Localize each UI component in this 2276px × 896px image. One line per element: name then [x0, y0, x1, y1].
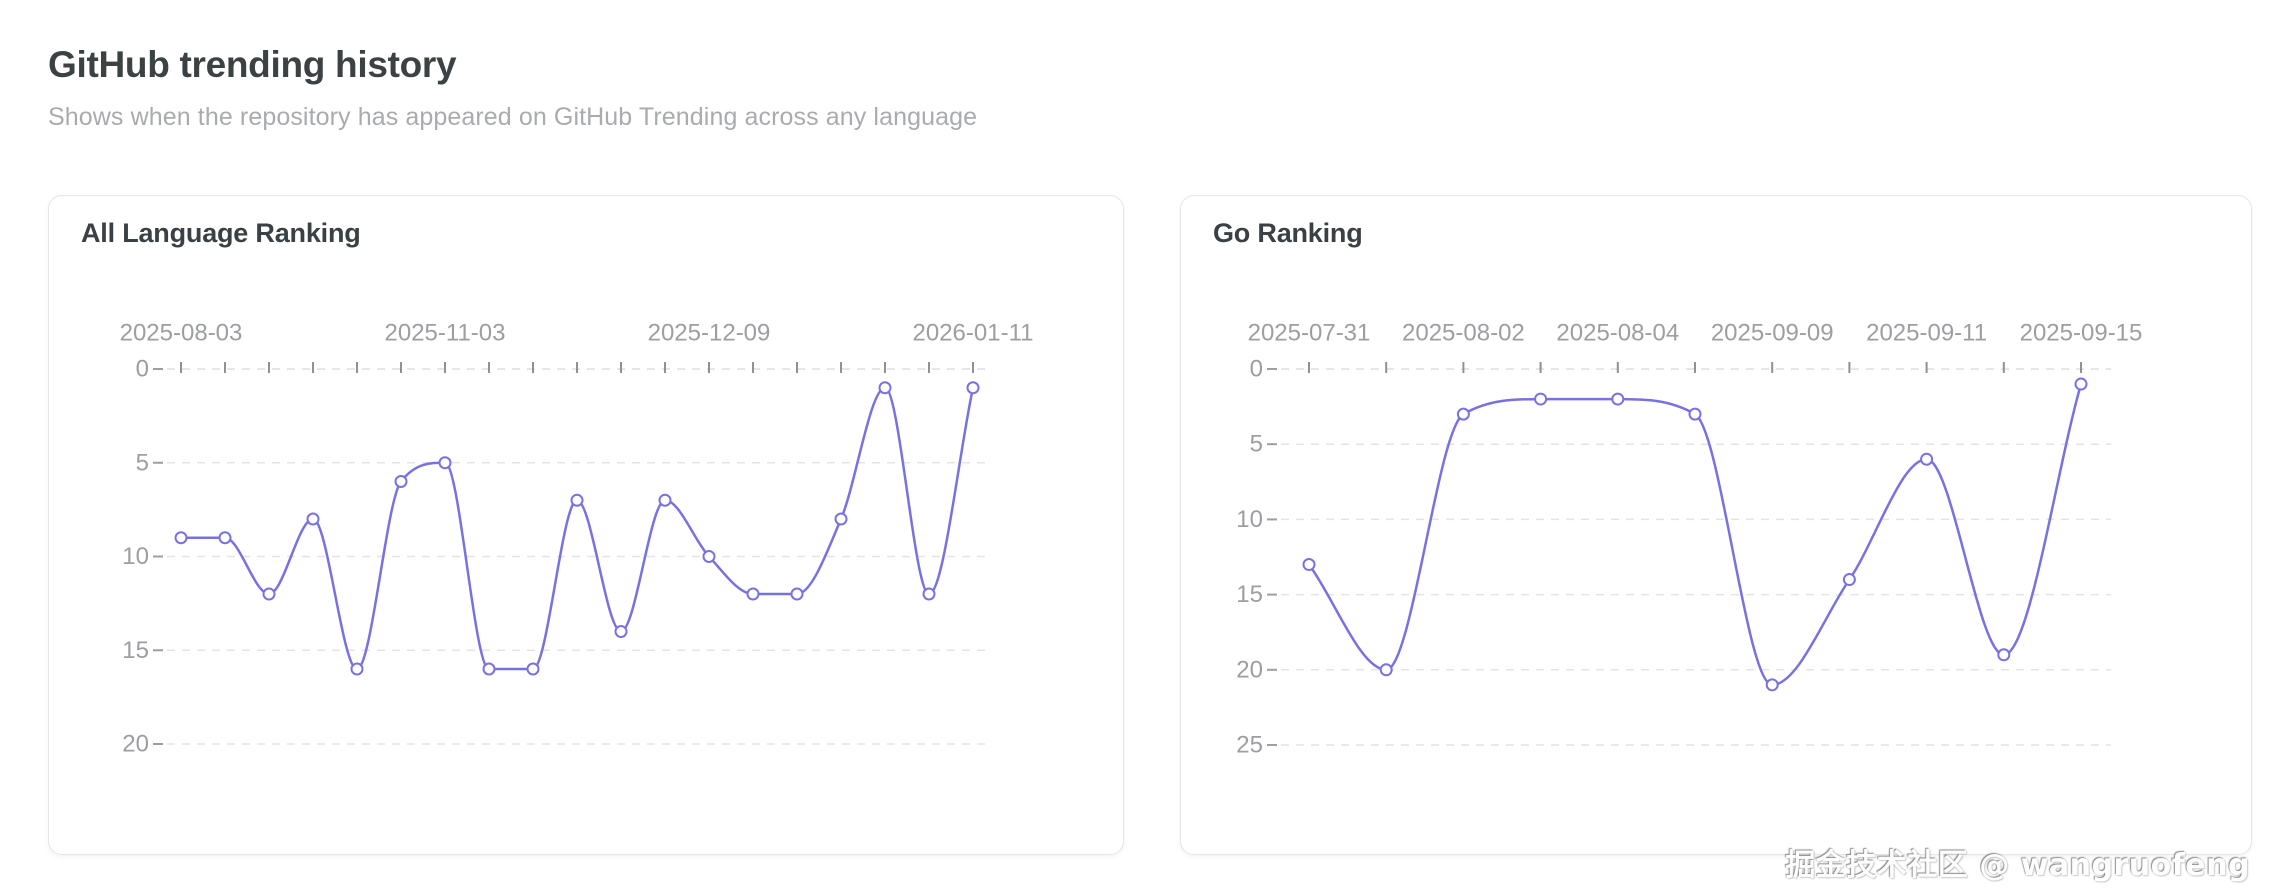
- data-point-marker[interactable]: [482, 662, 496, 676]
- data-point-marker[interactable]: [966, 381, 980, 395]
- chart-card-all-language: All Language Ranking 0 5 10 15 20 2025-08-03 2…: [48, 195, 1124, 855]
- data-point-marker[interactable]: [614, 625, 628, 638]
- x-axis-label: 2026-01-11: [913, 320, 1034, 347]
- series-line: [1307, 382, 2083, 687]
- data-point-marker[interactable]: [1842, 573, 1856, 587]
- x-axis-label: 2025-09-15: [2020, 320, 2143, 347]
- y-axis-label: 5: [136, 449, 149, 476]
- chart-card-go: Go Ranking 0 5 10 15 20 25 2025-07-31 2025-08-0…: [1180, 195, 2252, 855]
- data-point-marker[interactable]: [1379, 663, 1393, 677]
- data-point-marker[interactable]: [1611, 392, 1625, 406]
- y-axis-label: 10: [122, 543, 149, 570]
- data-point-marker[interactable]: [262, 587, 276, 601]
- data-point-marker[interactable]: [394, 475, 408, 488]
- data-point-marker[interactable]: [350, 662, 364, 676]
- y-axis-label: 5: [1250, 431, 1263, 458]
- data-point-marker[interactable]: [1302, 558, 1316, 572]
- data-point-marker[interactable]: [218, 531, 232, 545]
- go-ranking-line-chart[interactable]: 0 5 10 15 20 25 2025-07-31 2025-08-02 2025-08-04…: [1181, 196, 2251, 854]
- page-subtitle: Shows when the repository has appeared o…: [48, 102, 978, 131]
- y-axis-label: 20: [122, 731, 149, 758]
- data-point-marker[interactable]: [1765, 678, 1779, 692]
- data-point-marker[interactable]: [1688, 407, 1702, 421]
- data-point-marker[interactable]: [1456, 407, 1470, 421]
- y-axis-label: 15: [122, 637, 149, 664]
- data-point-marker[interactable]: [834, 512, 848, 526]
- y-axis-label: 0: [136, 356, 149, 383]
- x-axis-label: 2025-08-03: [120, 320, 243, 347]
- page-header: GitHub trending history Shows when the r…: [48, 44, 977, 132]
- page-title: GitHub trending history: [48, 44, 457, 85]
- charts-row: All Language Ranking 0 5 10 15 20 2025-08-03 2…: [48, 195, 2252, 855]
- data-point-marker[interactable]: [526, 662, 540, 676]
- x-axis-label: 2025-08-04: [1556, 320, 1679, 347]
- y-axis-label: 25: [1236, 732, 1263, 759]
- data-point-marker[interactable]: [438, 456, 452, 470]
- chart-title-go: Go Ranking: [1213, 218, 1363, 248]
- chart-title-all-language: All Language Ranking: [81, 218, 361, 248]
- series-line: [179, 386, 975, 671]
- data-point-marker[interactable]: [1534, 392, 1548, 406]
- data-point-marker[interactable]: [2074, 377, 2088, 391]
- x-axis-label: 2025-08-02: [1402, 320, 1525, 347]
- x-axis-label: 2025-09-09: [1711, 320, 1834, 347]
- all-language-ranking-line-chart[interactable]: 0 5 10 15 20 2025-08-03 2025-11-03 2025-12-09 20…: [49, 196, 1123, 854]
- data-point-marker[interactable]: [746, 587, 760, 601]
- data-point-marker[interactable]: [1997, 648, 2011, 662]
- y-axis-label: 0: [1250, 356, 1263, 383]
- data-point-marker[interactable]: [658, 493, 672, 507]
- data-point-marker[interactable]: [306, 512, 320, 526]
- watermark: 掘金技术社区 @ wangruofeng: [1785, 848, 2250, 883]
- y-axis-label: 10: [1236, 506, 1263, 533]
- data-point-marker[interactable]: [878, 381, 892, 395]
- y-axis-label: 15: [1236, 581, 1263, 608]
- data-point-marker[interactable]: [702, 550, 716, 563]
- data-point-marker[interactable]: [922, 587, 936, 601]
- data-point-marker[interactable]: [790, 587, 804, 601]
- x-axis-label: 2025-09-11: [1866, 320, 1987, 347]
- data-point-marker[interactable]: [174, 531, 188, 545]
- data-point-marker[interactable]: [570, 493, 584, 507]
- x-axis-label: 2025-11-03: [385, 320, 506, 347]
- data-point-marker[interactable]: [1920, 452, 1934, 466]
- x-axis-label: 2025-12-09: [648, 320, 771, 347]
- y-axis-label: 20: [1236, 656, 1263, 683]
- x-axis-label: 2025-07-31: [1248, 320, 1371, 347]
